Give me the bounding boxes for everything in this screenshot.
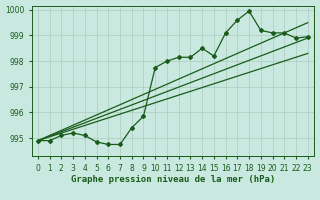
X-axis label: Graphe pression niveau de la mer (hPa): Graphe pression niveau de la mer (hPa)	[71, 175, 275, 184]
